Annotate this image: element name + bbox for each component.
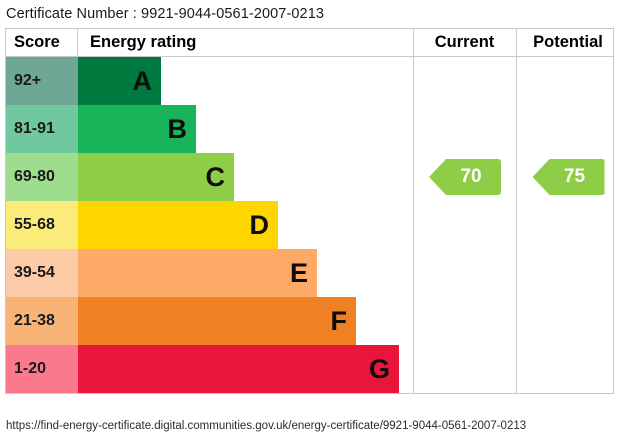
score-range-g: 1-20 [6,345,78,393]
rating-bar-g: G [78,345,399,393]
column-divider-current [413,345,414,393]
band-row-b: 81-91 B [6,105,613,153]
header-divider-current [413,29,414,56]
rating-bar-f: F [78,297,356,345]
table-header-row: Score Energy rating Current Potential [6,29,613,57]
rating-bar-a: A [78,57,161,105]
column-divider-potential [516,249,517,297]
score-range-c: 69-80 [6,153,78,201]
score-range-d: 55-68 [6,201,78,249]
current-rating-cell: 70 [414,153,516,201]
band-row-f: 21-38 F [6,297,613,345]
current-rating-badge: 70 [429,159,501,195]
band-row-c: 69-80 C 70 75 [6,153,613,201]
rating-bar-d: D [78,201,278,249]
certificate-url[interactable]: https://find-energy-certificate.digital.… [6,420,527,432]
band-row-e: 39-54 E [6,249,613,297]
column-divider-potential [516,105,517,153]
column-divider-current [413,57,414,105]
column-divider-current [413,297,414,345]
potential-rating-badge: 75 [532,159,605,195]
potential-rating-value: 75 [563,166,586,187]
column-divider-current [413,153,414,201]
band-row-a: 92+ A [6,57,613,105]
column-divider-potential [516,201,517,249]
column-header-current: Current [434,33,495,51]
column-divider-potential [516,57,517,105]
score-range-a: 92+ [6,57,78,105]
column-header-energy-rating: Energy rating [90,33,197,51]
column-divider-current [413,249,414,297]
score-range-f: 21-38 [6,297,78,345]
rating-bar-e: E [78,249,317,297]
column-divider-potential [516,297,517,345]
score-range-e: 39-54 [6,249,78,297]
rating-bar-b: B [78,105,196,153]
column-divider-current [413,105,414,153]
current-rating-value: 70 [460,166,482,187]
header-divider-potential [516,29,517,56]
column-header-potential: Potential [533,33,603,51]
column-header-score: Score [14,33,60,51]
score-range-b: 81-91 [6,105,78,153]
column-divider-potential [516,345,517,393]
rating-bands: 92+ A 81-91 B 69-80 C 70 75 55-68 D 39-54 E 21-38 F 1-… [6,57,613,393]
band-row-d: 55-68 D [6,201,613,249]
column-divider-current [413,201,414,249]
energy-rating-table: Score Energy rating Current Potential 92… [5,28,614,394]
page-title: Certificate Number : 9921-9044-0561-2007… [6,6,325,22]
rating-bar-c: C [78,153,234,201]
column-divider-potential [516,153,517,201]
potential-rating-cell: 75 [517,153,620,201]
band-row-g: 1-20 G [6,345,613,393]
header-divider-score [77,29,78,56]
